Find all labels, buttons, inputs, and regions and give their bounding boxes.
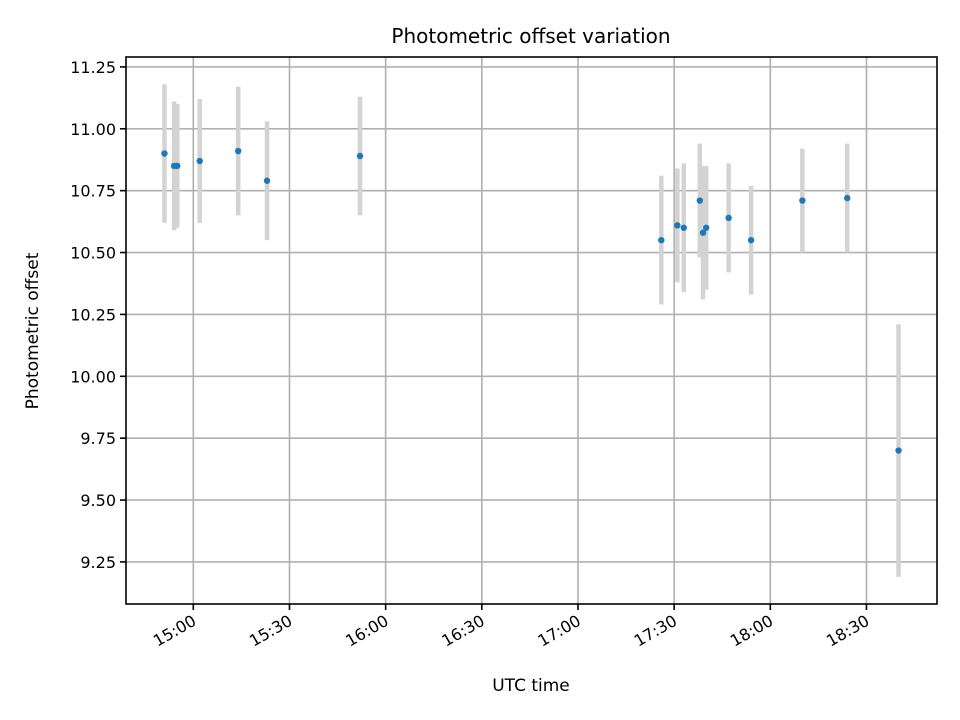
x-tick-label: 18:00 [727, 611, 776, 651]
x-axis-label: UTC time [492, 676, 570, 696]
data-point [263, 177, 271, 184]
x-tick-label: 17:00 [535, 611, 584, 651]
y-tick-label: 10.75 [70, 182, 116, 201]
data-point [696, 197, 703, 204]
data-point [703, 224, 710, 231]
y-tick-label: 11.25 [70, 58, 116, 77]
data-point [799, 197, 806, 204]
y-axis-label: Photometric offset [23, 252, 43, 409]
x-tick-label: 17:30 [631, 611, 680, 651]
x-tick-label: 15:00 [150, 611, 199, 651]
y-tick-label: 9.50 [80, 491, 116, 510]
plot-frame [125, 56, 938, 605]
data-point [196, 157, 203, 165]
y-tick-label: 10.00 [70, 367, 116, 386]
data-point [699, 229, 707, 236]
data-point [747, 236, 755, 244]
chart-title: Photometric offset variation [391, 24, 670, 48]
y-tick-label: 9.75 [80, 429, 116, 448]
y-tick-label: 10.50 [70, 244, 116, 263]
data-point [356, 152, 364, 160]
data-point [174, 162, 181, 170]
data-point [680, 224, 687, 231]
data-point [895, 447, 902, 454]
y-tick-label: 11.00 [70, 120, 116, 139]
data-point [161, 150, 168, 157]
y-tick-label: 10.25 [70, 305, 116, 324]
y-tick-label: 9.25 [80, 553, 116, 572]
data-point [674, 222, 681, 229]
x-tick-label: 16:30 [438, 611, 487, 651]
x-tick-label: 15:30 [246, 611, 295, 651]
data-point [844, 194, 851, 202]
x-tick-label: 16:00 [342, 611, 391, 651]
data-point [234, 147, 242, 155]
x-tick-label: 18:30 [823, 611, 872, 651]
point-layer [161, 147, 902, 454]
data-point [658, 236, 665, 244]
grid-layer [126, 57, 937, 604]
data-point [725, 214, 732, 222]
errorbar-layer [162, 84, 901, 577]
